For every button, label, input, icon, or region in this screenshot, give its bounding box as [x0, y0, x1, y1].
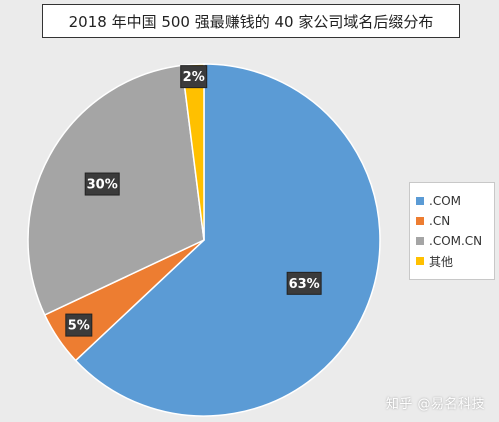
data-label-cn: 5% — [65, 313, 93, 337]
legend-item-comcn: .COM.CN — [416, 231, 494, 251]
legend-label-other: 其他 — [429, 254, 454, 269]
data-label-other: 2% — [180, 65, 208, 89]
legend-item-other: 其他 — [416, 251, 494, 271]
watermark: 知乎 @易名科技 — [385, 397, 485, 412]
legend-label-com: .COM — [429, 194, 461, 208]
data-label-box-comcn — [84, 172, 120, 196]
data-label-text-comcn: 30% — [87, 178, 118, 193]
data-label-text-other: 2% — [183, 70, 205, 85]
legend-label-cn: .CN — [429, 214, 451, 228]
legend: .COM .CN .COM.CN 其他 — [409, 182, 495, 280]
legend-swatch-com — [416, 197, 424, 205]
data-label-com: 63% — [286, 271, 322, 295]
chart-title: 2018 年中国 500 强最赚钱的 40 家公司域名后缀分布 — [42, 4, 460, 38]
legend-swatch-other — [416, 257, 424, 265]
legend-label-comcn: .COM.CN — [429, 234, 483, 248]
data-label-box-com — [286, 271, 322, 295]
data-label-comcn: 30% — [84, 172, 120, 196]
data-label-text-cn: 5% — [68, 319, 90, 334]
legend-item-com: .COM — [416, 191, 494, 211]
data-label-text-com: 63% — [289, 277, 320, 292]
legend-swatch-cn — [416, 217, 424, 225]
legend-swatch-comcn — [416, 237, 424, 245]
data-label-box-cn — [65, 313, 93, 337]
pie-slice-com — [74, 63, 381, 417]
legend-item-cn: .CN — [416, 211, 494, 231]
data-label-box-other — [180, 65, 208, 89]
